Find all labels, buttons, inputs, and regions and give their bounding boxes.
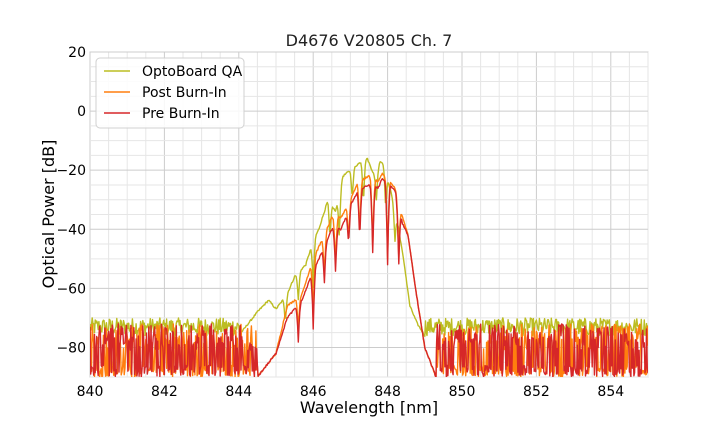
- x-tick-label: 854: [597, 384, 624, 400]
- y-tick-label: 0: [77, 104, 86, 120]
- series-group: [90, 157, 648, 377]
- chart-title: D4676 V20805 Ch. 7: [286, 31, 453, 50]
- y-tick-label: −40: [56, 222, 86, 238]
- y-axis-title: Optical Power [dB]: [39, 140, 58, 289]
- legend: OptoBoard QA Post Burn-In Pre Burn-In: [95, 57, 245, 129]
- x-tick-label: 846: [300, 384, 327, 400]
- x-tick-label: 850: [449, 384, 476, 400]
- x-tick-label: 840: [77, 384, 104, 400]
- legend-label-pre-burn-in: Pre Burn-In: [142, 106, 220, 122]
- legend-label-optoboard-qa: OptoBoard QA: [142, 64, 243, 80]
- legend-box: [95, 57, 245, 129]
- x-tick-label: 844: [225, 384, 252, 400]
- y-tick-label: −80: [56, 340, 86, 356]
- series-line-pre-burn-in: [90, 178, 648, 377]
- x-tick-label: 852: [523, 384, 550, 400]
- x-tick-label: 842: [151, 384, 178, 400]
- legend-label-post-burn-in: Post Burn-In: [142, 85, 227, 101]
- series-line-optoboard-qa: [90, 157, 648, 337]
- y-tick-label: −20: [56, 163, 86, 179]
- y-tick-label: −60: [56, 281, 86, 297]
- axis-ticks: 840 842 844 846 848 850 852 854 20 0 −20 −40 −60 −80: [56, 45, 624, 400]
- x-tick-label: 848: [374, 384, 401, 400]
- y-tick-label: 20: [68, 45, 86, 61]
- x-axis-title: Wavelength [nm]: [300, 398, 438, 417]
